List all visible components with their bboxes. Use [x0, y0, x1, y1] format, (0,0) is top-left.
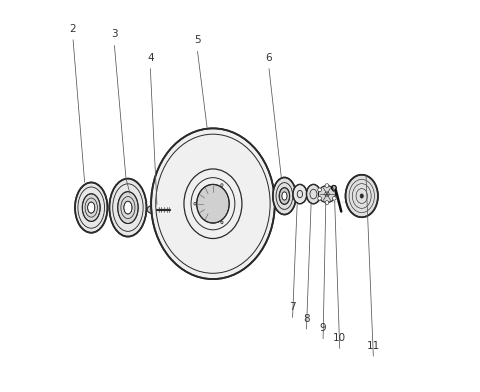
Ellipse shape	[360, 194, 363, 198]
Ellipse shape	[197, 184, 229, 223]
Circle shape	[325, 184, 329, 187]
Ellipse shape	[346, 175, 378, 217]
Ellipse shape	[306, 184, 320, 204]
Text: 3: 3	[111, 29, 118, 40]
Ellipse shape	[147, 205, 159, 214]
Text: 11: 11	[367, 341, 380, 350]
Circle shape	[318, 196, 322, 200]
Ellipse shape	[282, 192, 287, 200]
Circle shape	[325, 201, 329, 205]
Text: 10: 10	[333, 333, 346, 343]
Ellipse shape	[124, 201, 132, 214]
Ellipse shape	[273, 178, 296, 214]
Circle shape	[325, 192, 329, 196]
Text: 9: 9	[320, 323, 326, 333]
Circle shape	[333, 188, 336, 192]
Text: 2: 2	[70, 24, 76, 34]
Circle shape	[333, 196, 336, 200]
Ellipse shape	[151, 128, 275, 279]
Ellipse shape	[75, 182, 108, 233]
Circle shape	[318, 185, 336, 203]
Ellipse shape	[118, 192, 138, 223]
Ellipse shape	[82, 194, 100, 221]
Ellipse shape	[88, 202, 95, 213]
Text: 4: 4	[147, 53, 154, 63]
Text: 8: 8	[303, 314, 310, 323]
Ellipse shape	[279, 188, 289, 204]
Circle shape	[318, 188, 322, 192]
Text: 5: 5	[194, 35, 201, 45]
Ellipse shape	[109, 179, 146, 237]
Text: 7: 7	[289, 302, 296, 312]
Ellipse shape	[293, 184, 307, 204]
Text: 6: 6	[265, 53, 272, 63]
